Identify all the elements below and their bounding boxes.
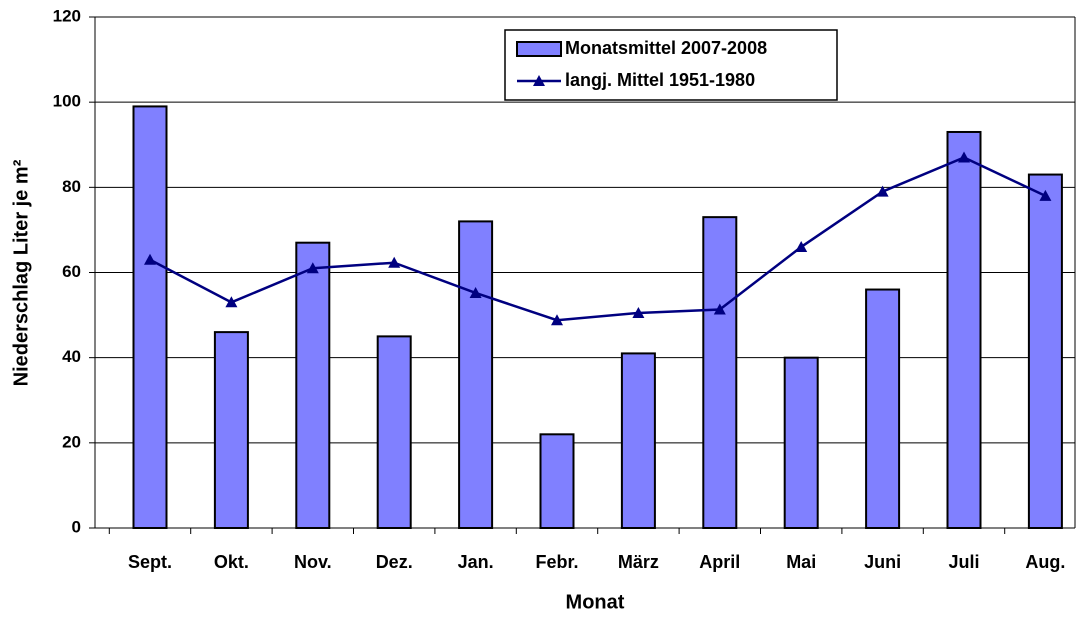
x-tick-label: Juli bbox=[948, 552, 979, 572]
bar bbox=[783, 356, 819, 529]
line-marker bbox=[551, 314, 563, 326]
bar bbox=[539, 433, 575, 530]
line-marker bbox=[225, 296, 238, 308]
x-tick-label: März bbox=[618, 552, 659, 572]
line-marker bbox=[306, 262, 319, 274]
y-tick-label: 40 bbox=[62, 347, 81, 366]
x-tick-label: Febr. bbox=[535, 552, 578, 572]
x-tick-label: Juni bbox=[864, 552, 901, 572]
line-marker bbox=[876, 185, 889, 197]
x-tick-label: Sept. bbox=[128, 552, 172, 572]
line-marker bbox=[795, 240, 808, 252]
x-tick-label: Mai bbox=[786, 552, 816, 572]
bar bbox=[132, 105, 168, 530]
bar bbox=[1027, 173, 1063, 530]
bar bbox=[213, 331, 249, 529]
y-tick-label: 100 bbox=[53, 92, 81, 111]
y-tick-label: 120 bbox=[53, 6, 81, 25]
y-axis-title: Niederschlag Liter je m² bbox=[10, 159, 32, 386]
x-tick-label: Okt. bbox=[214, 552, 249, 572]
bar bbox=[620, 352, 656, 529]
line-marker bbox=[958, 151, 970, 163]
bar bbox=[865, 288, 901, 529]
bar bbox=[946, 130, 982, 529]
y-tick-label: 0 bbox=[72, 517, 81, 536]
line-marker bbox=[469, 286, 482, 298]
x-tick-label: April bbox=[699, 552, 740, 572]
line-marker bbox=[1039, 189, 1052, 201]
line-marker bbox=[632, 306, 645, 318]
legend-marker bbox=[533, 75, 545, 86]
legend-label: langj. Mittel 1951-1980 bbox=[565, 70, 755, 90]
line-marker bbox=[713, 303, 726, 315]
y-tick-label: 80 bbox=[62, 177, 81, 196]
y-tick-label: 60 bbox=[62, 262, 81, 281]
x-tick-label: Dez. bbox=[376, 552, 413, 572]
bar bbox=[376, 335, 412, 529]
bar bbox=[702, 216, 738, 529]
bar bbox=[295, 241, 331, 529]
line bbox=[149, 156, 1046, 322]
x-axis-title: Monat bbox=[566, 591, 625, 613]
bar bbox=[458, 220, 494, 529]
x-tick-label: Jan. bbox=[458, 552, 494, 572]
legend-swatch bbox=[516, 41, 562, 57]
y-tick-label: 20 bbox=[62, 432, 81, 451]
x-tick-label: Aug. bbox=[1025, 552, 1065, 572]
line-marker bbox=[144, 253, 156, 265]
x-tick-label: Nov. bbox=[294, 552, 332, 572]
legend-label: Monatsmittel 2007-2008 bbox=[565, 38, 767, 58]
line-marker bbox=[388, 256, 401, 268]
